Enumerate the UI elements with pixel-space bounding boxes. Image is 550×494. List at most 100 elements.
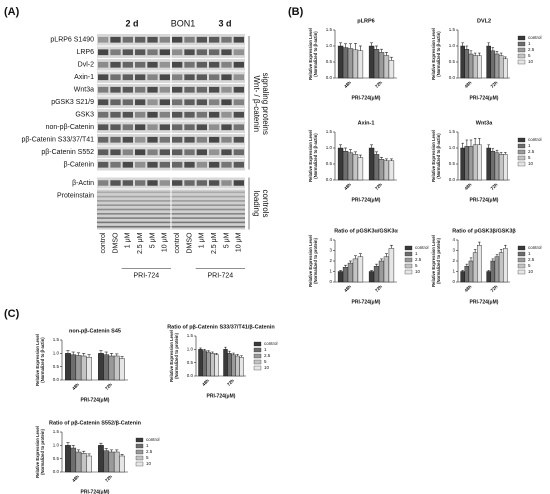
blot-band [147,99,158,106]
legend-label: control [528,245,542,250]
bar [75,355,82,381]
y-tick-label: 0.0 [326,177,333,182]
bar [352,258,359,283]
bar [486,271,491,283]
bar [103,354,110,381]
blot-band [122,74,133,81]
legend-label: 10 [146,461,152,466]
blot-band [110,180,121,186]
blot-band [209,124,220,131]
blot-band [147,61,158,68]
legend-label: 1 [415,251,418,256]
blot-band [196,36,207,43]
blot-band [110,136,121,143]
blot-header: 2 d [125,18,138,28]
bar [347,262,354,283]
bar [70,447,77,473]
x-tick-label: 48h [343,284,352,293]
blot-band [147,149,158,156]
blot-band [98,74,109,81]
blot-band [172,36,183,43]
blot-band [209,61,220,68]
blot-band [147,49,158,56]
y-tick-label: 0.5 [326,59,333,64]
blot-band [184,180,195,186]
bar [498,252,504,283]
bar [383,160,390,181]
blot-band [221,161,232,168]
blot-band [184,49,195,56]
y-tick-label: 0.0 [187,373,194,378]
blot-band [209,180,220,186]
y-tick-label: 1.0 [449,43,456,48]
legend-label: 2.5 [528,149,535,154]
chart-title: Axin-1 [358,120,375,126]
side-label: loading [252,191,261,217]
blot-band [172,149,183,156]
bar [368,147,375,181]
blot-band [172,180,183,186]
y-tick-label: 0.5 [449,161,456,166]
x-tick-label: 72h [490,182,499,191]
blot-band [209,99,220,106]
blot-band [98,99,109,106]
y-axis-label: Relative Expression Level [431,235,436,287]
chart-title: pLRP6 [357,18,374,24]
blot-band [110,161,121,168]
y-axis-label: (Normalized to protein) [436,237,441,283]
bar [373,266,380,283]
bar [86,455,92,473]
blot-row-label: β-Actin [72,180,94,187]
x-tick-label: 48h [343,80,352,89]
bar [342,47,349,79]
y-tick-label: 1.5 [53,337,60,342]
legend-swatch [253,341,262,347]
y-tick-label: 1.5 [326,27,333,32]
legend-label: control [528,137,542,142]
bar [347,152,354,181]
bar [494,53,500,79]
blot-band [172,111,183,118]
legend-label: control [528,35,542,40]
x-tick-label: 72h [104,382,113,391]
lane-label: 1 μM [125,232,132,248]
bar [119,358,125,381]
blot-band [159,61,170,68]
chart-title: Ratio of pβ-Catenin S33/37/T41/β-Catenin [167,324,275,330]
x-axis-label: PRI-724(μM) [470,197,499,203]
blot-band [159,111,170,118]
y-axis-label: Relative Expression Level [169,330,174,382]
lane-label: 5 μM [149,232,156,248]
legend-swatch [517,161,526,167]
y-tick-label: 2 [329,258,332,263]
legend-label: 10 [264,365,270,370]
legend-swatch [517,137,526,143]
blot-band [172,49,183,56]
blot-band [135,99,146,106]
blot-band [110,74,121,81]
blot-band [122,99,133,106]
y-tick-label: 1 [329,269,332,274]
legend-swatch [517,53,526,59]
blot-band [172,99,183,106]
blot-band [135,86,146,93]
chart-title: Ratio of pGSK3α/GSK3α [334,228,398,234]
x-tick-label: 48h [343,182,352,191]
legend-label: control [415,245,429,250]
blot-band [196,136,207,143]
bar [503,58,508,79]
blot-band [209,161,220,168]
y-axis-label: (Normalized to β-actin) [313,31,318,77]
blot-band [172,61,183,68]
bar [503,154,508,181]
blot-band [221,49,232,56]
bar [80,355,87,381]
blot-band [196,149,207,156]
bar [388,248,395,283]
blot-band [122,161,133,168]
legend-label: 1 [146,443,149,448]
y-tick-label: 1.0 [53,351,60,356]
blot-row-label: pβ-Catenin S33/37/T41 [21,137,94,144]
y-tick-label: 0.5 [53,364,60,369]
legend-swatch [253,347,262,353]
